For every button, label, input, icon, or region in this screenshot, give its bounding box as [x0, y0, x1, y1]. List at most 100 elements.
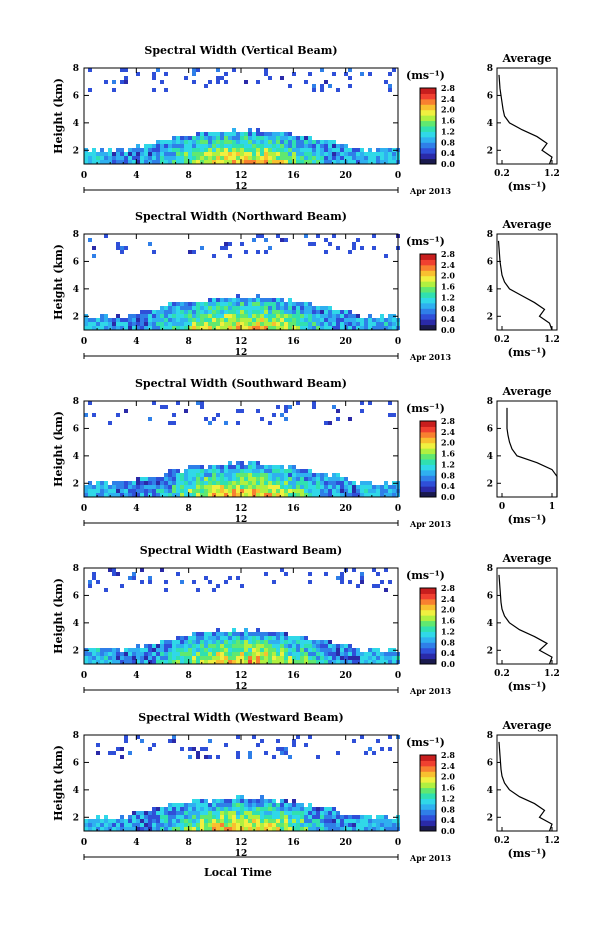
heatmap-cell: [356, 648, 360, 652]
heatmap-cell: [380, 827, 384, 831]
heatmap-cell: [336, 409, 340, 413]
x-tick-label: 0: [81, 838, 87, 848]
heatmap-cell: [220, 310, 224, 314]
colorbar-tick-label: 0.0: [441, 325, 455, 335]
profile-x-tick-label: 1.2: [544, 169, 560, 179]
heatmap-cell: [224, 819, 228, 823]
heatmap-cell: [144, 827, 148, 831]
heatmap-cell: [248, 660, 252, 664]
heatmap-cell: [240, 298, 244, 302]
heatmap-cell: [340, 148, 344, 152]
heatmap-cell: [300, 473, 304, 477]
colorbar-tick-label: 2.0: [441, 605, 455, 615]
heatmap-cell: [268, 648, 272, 652]
profile-y-tick-label: 6: [487, 257, 493, 267]
heatmap-cell: [260, 489, 264, 493]
heatmap-cell: [292, 803, 296, 807]
heatmap-cell: [264, 160, 268, 164]
heatmap-cell: [244, 465, 248, 469]
heatmap-cell: [196, 314, 200, 318]
heatmap-cell: [88, 326, 92, 330]
colorbar-tick-label: 0.4: [441, 481, 455, 491]
heatmap-cell: [260, 481, 264, 485]
heatmap-cell: [192, 136, 196, 140]
heatmap-cell: [264, 811, 268, 815]
heatmap-cell: [160, 819, 164, 823]
heatmap-cell: [384, 819, 388, 823]
heatmap-cell: [148, 152, 152, 156]
heatmap-cell: [236, 302, 240, 306]
heatmap-cell: [144, 318, 148, 322]
heatmap-cell: [388, 318, 392, 322]
heatmap-cell: [308, 572, 312, 576]
heatmap-cell: [268, 807, 272, 811]
heatmap-cell: [236, 807, 240, 811]
heatmap-cell: [116, 242, 120, 246]
heatmap-cell: [324, 473, 328, 477]
heatmap-cell: [324, 489, 328, 493]
heatmap-cell: [260, 152, 264, 156]
heatmap-cell: [360, 656, 364, 660]
heatmap-cell: [260, 469, 264, 473]
heatmap-cell: [216, 636, 220, 640]
heatmap-cell: [236, 465, 240, 469]
heatmap-cell: [308, 72, 312, 76]
heatmap-cell: [136, 811, 140, 815]
heatmap-cell: [268, 660, 272, 664]
heatmap-cell: [336, 246, 340, 250]
x-tick-label: 8: [186, 671, 192, 681]
heatmap-cell: [324, 811, 328, 815]
heatmap-cell: [144, 819, 148, 823]
colorbar-segment: [420, 475, 436, 482]
heatmap-cell: [280, 473, 284, 477]
heatmap-cell: [132, 156, 136, 160]
colorbar-segment: [420, 636, 436, 643]
heatmap-cell: [136, 322, 140, 326]
heatmap-cell: [232, 136, 236, 140]
heatmap-cell: [200, 140, 204, 144]
heatmap-cell: [212, 326, 216, 330]
heatmap-cell: [232, 815, 236, 819]
colorbar-unit: (ms⁻¹): [406, 235, 445, 248]
heatmap-cell: [88, 318, 92, 322]
heatmap-cell: [128, 648, 132, 652]
heatmap-cell: [272, 473, 276, 477]
heatmap-cell: [368, 152, 372, 156]
heatmap-cell: [260, 306, 264, 310]
heatmap-cell: [216, 302, 220, 306]
heatmap-cell: [228, 803, 232, 807]
heatmap-cell: [256, 160, 260, 164]
heatmap-cell: [196, 751, 200, 755]
x-tick-label: 0: [395, 838, 401, 848]
heatmap-cell: [252, 148, 256, 152]
heatmap-cell: [332, 72, 336, 76]
heatmap-cell: [124, 326, 128, 330]
colorbar-segment: [420, 771, 436, 778]
heatmap-cell: [236, 755, 240, 759]
heatmap-cell: [128, 827, 132, 831]
heatmap-cell: [376, 148, 380, 152]
heatmap-cell: [284, 306, 288, 310]
heatmap-cell: [120, 584, 124, 588]
heatmap-cell: [244, 632, 248, 636]
heatmap-cell: [356, 322, 360, 326]
colorbar-segment: [420, 760, 436, 767]
heatmap-cell: [172, 469, 176, 473]
heatmap-cell: [228, 160, 232, 164]
heatmap-cell: [380, 652, 384, 656]
heatmap-cell: [288, 636, 292, 640]
heatmap-cell: [216, 136, 220, 140]
heatmap-cell: [328, 326, 332, 330]
heatmap-cell: [192, 140, 196, 144]
heatmap-cell: [92, 489, 96, 493]
heatmap-cell: [276, 310, 280, 314]
heatmap-cell: [184, 144, 188, 148]
heatmap-cell: [348, 156, 352, 160]
y-tick-label: 8: [73, 230, 79, 240]
heatmap-cell: [304, 656, 308, 660]
heatmap-cell: [344, 318, 348, 322]
heatmap-cell: [148, 815, 152, 819]
heatmap-cell: [292, 306, 296, 310]
profile-y-tick-label: 8: [487, 230, 493, 240]
heatmap-cell: [264, 310, 268, 314]
